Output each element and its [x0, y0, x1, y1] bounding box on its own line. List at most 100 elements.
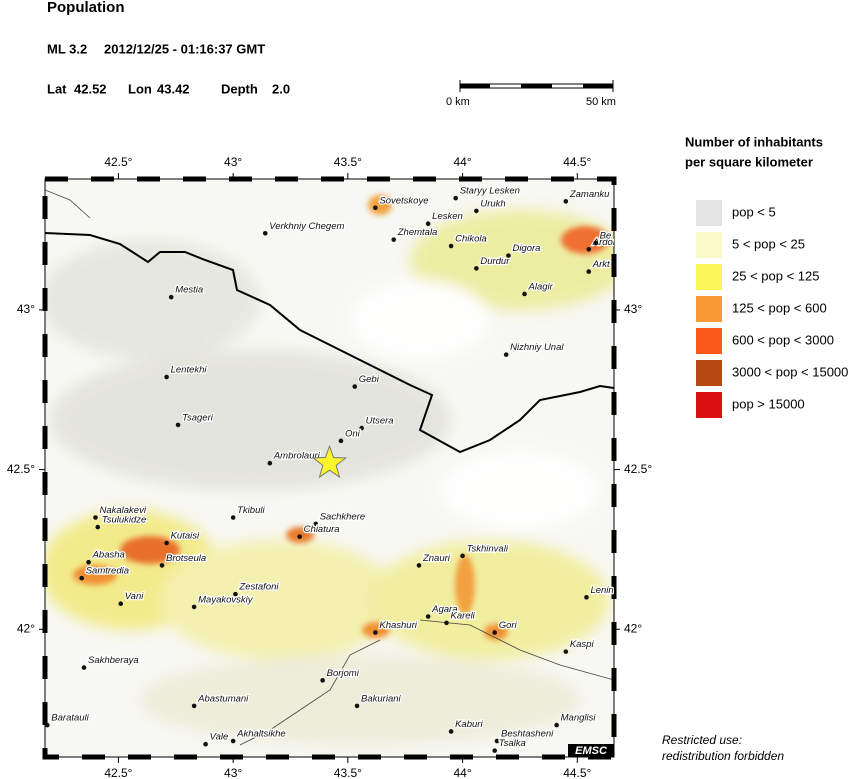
- city-label: Sakhberaya: [88, 655, 139, 666]
- city-label: Samtredia: [86, 566, 129, 577]
- city-dot: [95, 524, 101, 530]
- city-label: Abastumani: [197, 693, 249, 704]
- city-dot: [584, 595, 589, 600]
- city-dot: [230, 738, 236, 744]
- city-dot: [563, 199, 569, 204]
- city-label: Alagir: [528, 281, 554, 292]
- city-dot: [448, 729, 454, 734]
- city-dot: [448, 243, 454, 249]
- city-label: Nizhniy Unal: [510, 342, 564, 353]
- city-label: Borjomi: [327, 668, 360, 679]
- city-dot: [79, 575, 85, 581]
- city-label: Agara: [431, 604, 457, 615]
- legend-swatch: [696, 328, 722, 354]
- legend-swatch: [696, 264, 722, 290]
- city-label: Tsulukidze: [102, 515, 147, 526]
- city-label: Manglisi: [561, 713, 597, 724]
- city-dot: [118, 601, 124, 607]
- city-label: Tkibuli: [237, 505, 265, 516]
- city-dot: [425, 221, 431, 227]
- legend-label: 25 < pop < 125: [732, 268, 819, 283]
- city-dot: [159, 563, 165, 568]
- city-label: Arkt: [592, 259, 610, 270]
- lon-label: Lon: [128, 81, 152, 96]
- city-dot: [175, 422, 181, 428]
- city-dot: [474, 208, 479, 214]
- y-tick-label: 42.5°: [624, 462, 652, 476]
- y-tick-label: 43°: [17, 302, 35, 316]
- city-dot: [586, 269, 592, 274]
- city-label: Lenin: [590, 585, 613, 596]
- city-dot: [191, 604, 197, 610]
- title: Population: [47, 0, 125, 16]
- legend-label: pop < 5: [732, 204, 776, 219]
- city-dot: [338, 438, 344, 444]
- city-dot: [492, 630, 497, 635]
- city-label: Durdur: [480, 256, 510, 267]
- x-tick-label: 44°: [453, 155, 471, 169]
- credit: EMSC: [575, 745, 608, 757]
- city-label: Zamanku: [569, 189, 610, 200]
- city-dot: [453, 195, 458, 201]
- city-label: Verkhniy Chegem: [269, 221, 344, 232]
- city-dot: [554, 722, 559, 728]
- city-label: Staryy Lesken: [460, 186, 520, 197]
- x-tick-label: 44°: [453, 766, 471, 779]
- city-label: Lentekhi: [171, 365, 208, 376]
- city-dot: [45, 722, 50, 728]
- city-label: Urukh: [480, 198, 505, 209]
- city-dot: [586, 246, 592, 252]
- legend-swatch: [696, 296, 722, 322]
- y-tick-label: 42°: [624, 621, 642, 635]
- city-label: Zhemtala: [397, 227, 438, 238]
- x-tick-label: 42.5°: [104, 155, 132, 169]
- city-label: Abasha: [92, 550, 125, 561]
- legend-swatch: [696, 392, 722, 418]
- legend-label: 5 < pop < 25: [732, 236, 805, 251]
- city-dot: [230, 515, 236, 520]
- city-dot: [313, 521, 319, 527]
- legend-swatch: [696, 232, 722, 258]
- datetime: 2012/12/25 - 01:16:37 GMT: [104, 41, 265, 56]
- city-label: Vale: [210, 732, 229, 743]
- scale-start: 0 km: [446, 96, 470, 108]
- city-label: Vani: [125, 591, 145, 602]
- city-label: Gebi: [359, 374, 380, 385]
- city-label: Bakuriani: [361, 693, 401, 704]
- scale-end: 50 km: [586, 96, 616, 108]
- city-label: Znauri: [422, 553, 451, 564]
- city-dot: [233, 591, 238, 597]
- x-tick-label: 43.5°: [334, 155, 362, 169]
- city-dot: [506, 253, 511, 258]
- city-label: Nakalakevi: [99, 505, 146, 516]
- city-label: Mayakovskiy: [198, 594, 254, 605]
- legend-label: pop > 15000: [732, 396, 805, 411]
- city-label: Tskhinvali: [467, 543, 509, 554]
- city-dot: [191, 703, 197, 709]
- y-tick-label: 42.5°: [7, 462, 35, 476]
- note: redistribution forbidden: [662, 749, 784, 763]
- city-label: Tsalka: [499, 738, 526, 749]
- city-dot: [391, 237, 397, 242]
- magnitude: ML 3.2: [47, 41, 87, 56]
- x-tick-label: 43.5°: [334, 766, 362, 779]
- city-label: Ardon: [592, 237, 618, 248]
- city-label: Mestia: [175, 285, 203, 296]
- city-dot: [352, 384, 358, 389]
- city-label: Ambrolauri: [273, 451, 321, 462]
- city-label: Gori: [499, 620, 518, 631]
- city-dot: [460, 553, 465, 559]
- city-dot: [354, 703, 360, 709]
- x-tick-label: 43°: [224, 766, 242, 779]
- city-dot: [503, 352, 509, 357]
- credit-box: [568, 744, 614, 757]
- city-dot: [474, 266, 479, 271]
- legend-title: per square kilometer: [685, 154, 813, 169]
- legend-label: 125 < pop < 600: [732, 300, 827, 315]
- note: Restricted use:: [662, 733, 742, 747]
- city-label: Akhaltsikhe: [236, 729, 286, 740]
- city-label: Beshtasheni: [501, 729, 554, 740]
- legend-title: Number of inhabitants: [685, 134, 823, 149]
- city-label: Digora: [512, 243, 540, 254]
- x-tick-label: 42.5°: [104, 766, 132, 779]
